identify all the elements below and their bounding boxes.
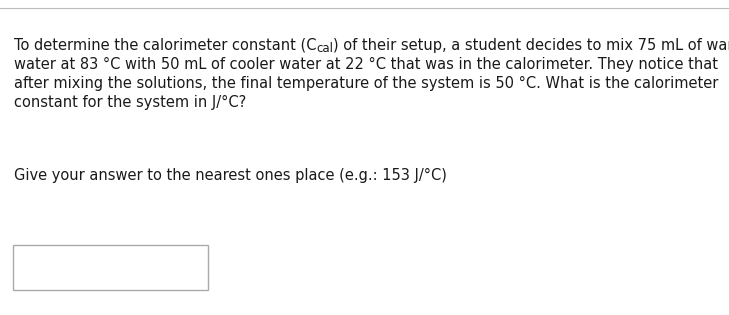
- Text: ) of their setup, a student decides to mix 75 mL of warm: ) of their setup, a student decides to m…: [333, 38, 729, 53]
- Text: water at 83 °C with 50 mL of cooler water at 22 °C that was in the calorimeter. : water at 83 °C with 50 mL of cooler wate…: [14, 57, 718, 72]
- Bar: [13, 245, 208, 290]
- Text: after mixing the solutions, the final temperature of the system is 50 °C. What i: after mixing the solutions, the final te…: [14, 76, 718, 91]
- Text: constant for the system in J/°C?: constant for the system in J/°C?: [14, 95, 246, 110]
- Text: Give your answer to the nearest ones place (e.g.: 153 J/°C): Give your answer to the nearest ones pla…: [14, 168, 447, 183]
- Text: cal: cal: [316, 42, 333, 55]
- Text: To determine the calorimeter constant (C: To determine the calorimeter constant (C: [14, 38, 316, 53]
